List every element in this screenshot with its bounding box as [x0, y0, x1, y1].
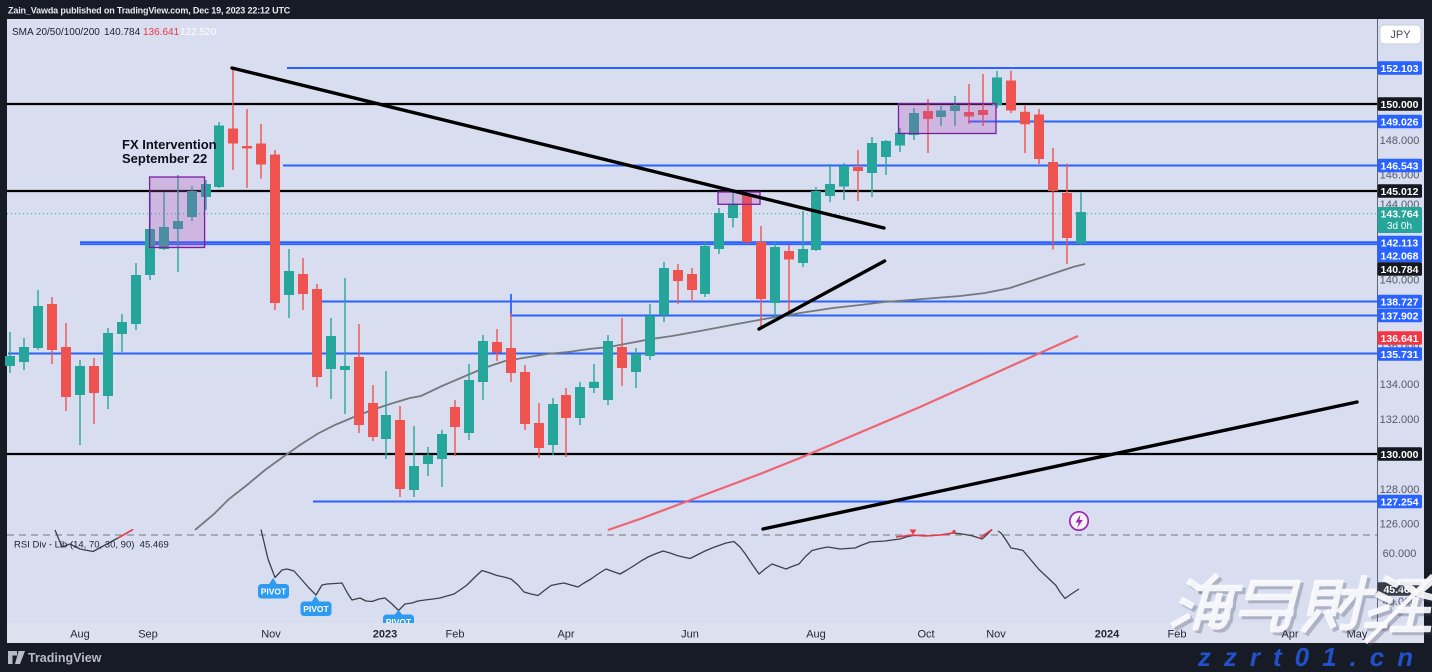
svg-text:Sep: Sep: [138, 629, 158, 641]
svg-text:136.641: 136.641: [1381, 333, 1419, 345]
svg-text:122.520: 122.520: [180, 27, 217, 38]
svg-text:2024: 2024: [1095, 629, 1120, 641]
svg-text:140.784: 140.784: [104, 27, 141, 38]
svg-text:126.000: 126.000: [1380, 518, 1420, 530]
svg-text:140.784: 140.784: [1381, 264, 1419, 276]
svg-text:146.000: 146.000: [1380, 169, 1420, 181]
svg-text:Jun: Jun: [681, 629, 699, 641]
svg-text:Nov: Nov: [261, 629, 281, 641]
svg-text:Feb: Feb: [446, 629, 465, 641]
svg-text:Nov: Nov: [986, 629, 1006, 641]
svg-text:Aug: Aug: [806, 629, 826, 641]
svg-text:3d 0h: 3d 0h: [1387, 221, 1412, 232]
svg-text:Feb: Feb: [1168, 629, 1187, 641]
svg-text:132.000: 132.000: [1380, 414, 1420, 426]
svg-text:FX Intervention: FX Intervention: [122, 137, 217, 152]
svg-text:146.543: 146.543: [1381, 160, 1419, 172]
svg-text:136.641: 136.641: [143, 27, 180, 38]
svg-text:PIVOT: PIVOT: [261, 587, 287, 597]
svg-text:143.764: 143.764: [1381, 209, 1419, 221]
svg-text:TradingView: TradingView: [28, 651, 102, 665]
svg-text:Oct: Oct: [917, 629, 934, 641]
svg-text:RSI Div - Lib (14, 70, 30, 90): RSI Div - Lib (14, 70, 30, 90) 45.469: [14, 540, 169, 551]
svg-text:zzrt01.cn: zzrt01.cn: [1197, 642, 1426, 672]
svg-text:128.000: 128.000: [1380, 484, 1420, 496]
svg-text:2023: 2023: [373, 629, 397, 641]
svg-text:Zain_Vawda published on Tradin: Zain_Vawda published on TradingView.com,…: [8, 6, 291, 16]
svg-text:149.026: 149.026: [1381, 116, 1419, 128]
svg-text:145.012: 145.012: [1381, 186, 1419, 198]
svg-text:SMA 20/50/100/200: SMA 20/50/100/200: [12, 27, 100, 38]
svg-text:152.103: 152.103: [1381, 63, 1419, 75]
svg-text:142.113: 142.113: [1381, 237, 1419, 249]
svg-text:130.000: 130.000: [1381, 449, 1419, 461]
svg-text:150.000: 150.000: [1381, 99, 1419, 111]
svg-text:60.000: 60.000: [1383, 548, 1417, 560]
svg-text:September 22: September 22: [122, 151, 207, 166]
svg-text:PIVOT: PIVOT: [303, 604, 329, 614]
svg-text:138.727: 138.727: [1381, 296, 1419, 308]
svg-text:135.731: 135.731: [1381, 349, 1419, 361]
svg-text:JPY: JPY: [1390, 29, 1411, 41]
svg-text:148.000: 148.000: [1380, 135, 1420, 147]
svg-text:PIVOT: PIVOT: [386, 617, 412, 627]
svg-text:May: May: [1347, 629, 1368, 641]
svg-text:Apr: Apr: [1281, 629, 1298, 641]
svg-text:127.254: 127.254: [1381, 496, 1419, 508]
svg-text:134.000: 134.000: [1380, 379, 1420, 391]
svg-text:140.000: 140.000: [1380, 274, 1420, 286]
svg-text:Aug: Aug: [70, 629, 90, 641]
svg-text:142.068: 142.068: [1381, 250, 1419, 262]
svg-text:137.902: 137.902: [1381, 310, 1419, 322]
svg-text:Apr: Apr: [557, 629, 574, 641]
